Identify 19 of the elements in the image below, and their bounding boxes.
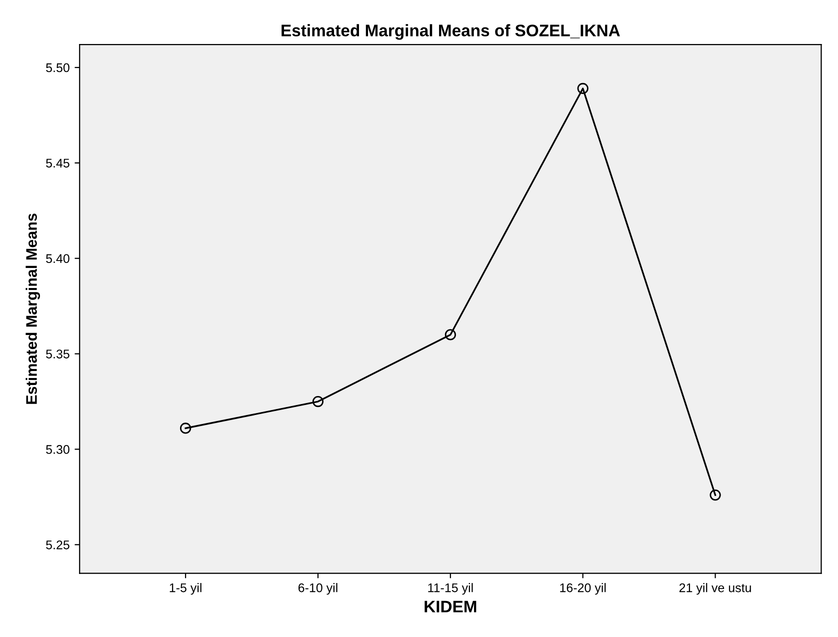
y-tick-label: 5.45 <box>46 158 70 168</box>
point <box>710 489 721 501</box>
y-tick-label: 5.35 <box>46 350 70 358</box>
x-tick-label: 11-15 yil <box>428 583 473 595</box>
y-axis-title: Estimated Marginal Means <box>26 214 40 404</box>
x-tick-label: 16-20 yil <box>560 583 606 595</box>
y-tick-label: 5.40 <box>46 254 70 264</box>
x-tick-label: 1-5 yil <box>170 583 202 595</box>
y-tick-label: 5.50 <box>46 63 70 72</box>
x-axis-title: KIDEM <box>424 600 476 612</box>
y-tick-label: 5.25 <box>46 540 70 550</box>
point <box>312 396 324 408</box>
x-tick-label: 21 yil ve ustu <box>679 583 751 595</box>
point <box>180 422 192 434</box>
point <box>577 82 588 94</box>
y-tick-label: 5.30 <box>46 445 70 454</box>
point <box>444 329 456 340</box>
chart-title: Estimated Marginal Means of SOZEL_IKNA <box>282 24 620 40</box>
x-tick-label: 6-10 yil <box>298 583 338 595</box>
